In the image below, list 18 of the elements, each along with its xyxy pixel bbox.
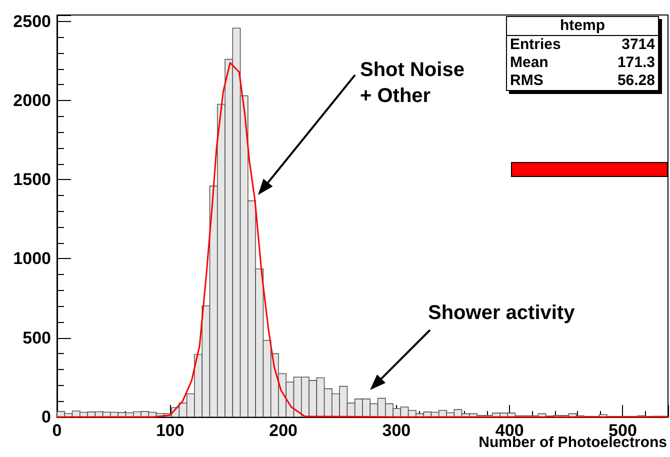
y-tick-label: 1500 (13, 170, 51, 190)
y-tick-label: 2000 (13, 90, 51, 110)
x-tick-label: 300 (382, 421, 411, 440)
annotation: Mean (510, 54, 548, 72)
annotation: Entries (510, 36, 561, 54)
x-tick-label: 100 (156, 421, 184, 440)
annotation: 56.28 (617, 72, 655, 90)
y-tick-label: 0 (42, 408, 51, 426)
x-tick-label: 200 (269, 421, 298, 440)
annotation: htemp (507, 17, 658, 36)
y-tick-label: 500 (22, 328, 51, 348)
y-tick-label: 2500 (13, 12, 51, 31)
annotation: Shower activity (428, 301, 575, 326)
annotation: RMS (510, 72, 544, 90)
annotation: Shot Noise + Other (360, 58, 464, 109)
annotation: 3714 (622, 36, 655, 54)
annotation: 171.3 (617, 54, 655, 72)
y-tick-label: 1000 (13, 249, 51, 268)
